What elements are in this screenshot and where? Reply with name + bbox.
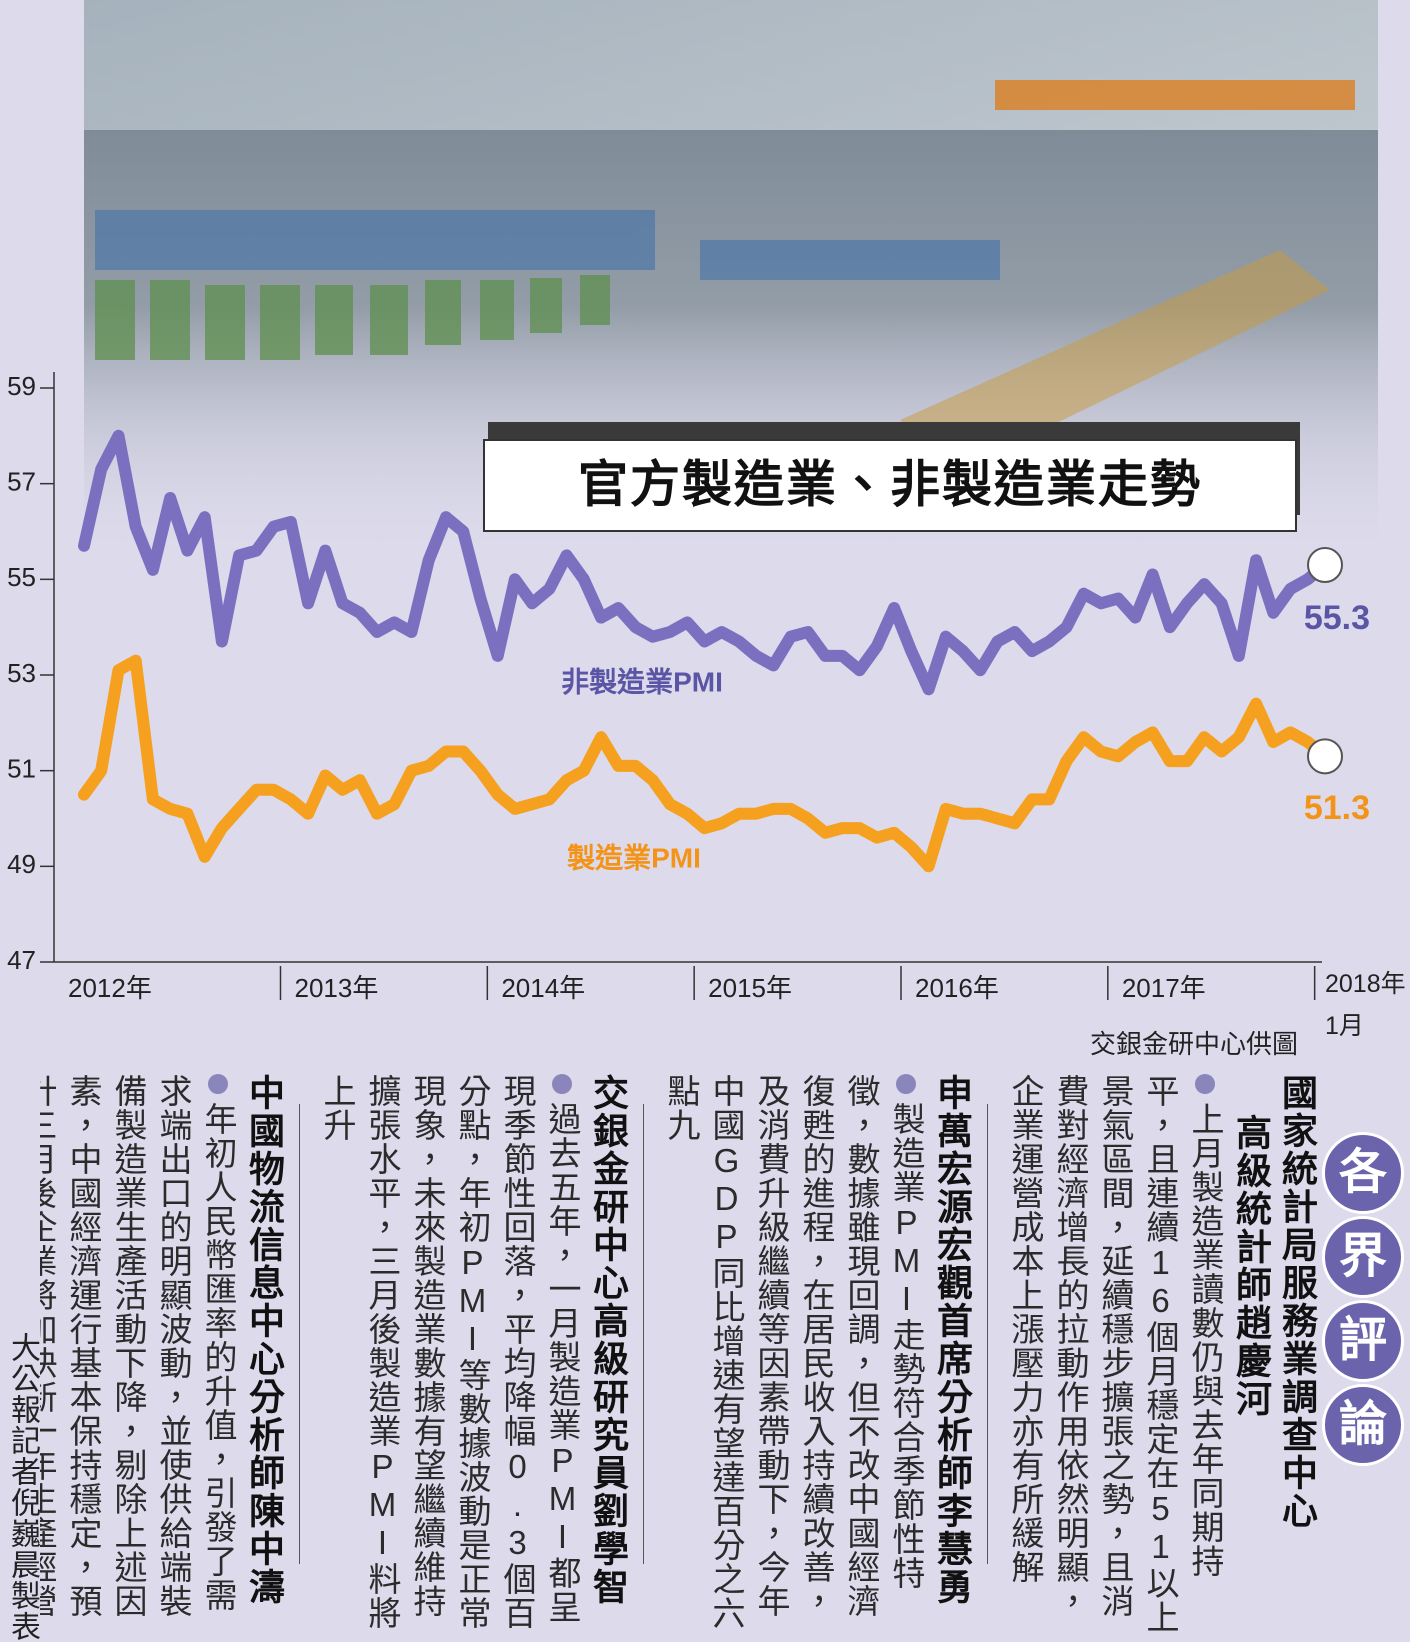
y-tick-label: 51 (7, 754, 36, 784)
comment-body: 上月製造業讀數仍與去年同期持平，且連續16個月穩定在51以上景氣區間，延續穩步擴… (1003, 1074, 1228, 1642)
y-tick-label: 47 (7, 945, 36, 975)
x-tick-label: 2012年 (68, 973, 152, 1000)
x-tick-label: 2018年1月 (1325, 970, 1406, 1040)
comment-heading: 高級統計師趙慶河 (1231, 1114, 1272, 1418)
end-value-label: 55.3 (1304, 599, 1370, 637)
x-tick-label: 2016年 (915, 973, 999, 1000)
y-tick-label: 49 (7, 849, 36, 879)
comment-heading: 申萬宏源宏觀首席分析師李慧勇 (932, 1074, 973, 1606)
chart: 官方製造業、非製造業走勢 47 49 51 53 55 57 59 2012年 2013年 201… (7, 0, 1378, 1000)
series-label: 製造業PMI (567, 842, 701, 873)
badge-char: 界 (1322, 1216, 1404, 1298)
end-point (1307, 738, 1343, 775)
y-tick-label: 57 (7, 467, 36, 497)
badge-char: 評 (1322, 1300, 1404, 1382)
title-box (483, 439, 1297, 532)
photo-background (84, 0, 1378, 560)
comment-heading: 中國物流信息中心分析師陳中濤 (244, 1074, 285, 1606)
chart-title: 官方製造業、非製造業走勢 (578, 456, 1202, 512)
y-tick-label: 59 (7, 371, 36, 401)
x-tick-label: 2013年 (294, 973, 378, 1000)
series-label: 非製造業PMI (561, 666, 723, 697)
badge-char: 論 (1322, 1384, 1404, 1466)
comment-section: 國家統計局服務業調查中心 高級統計師趙慶河 上月製造業讀數仍與去年同期持平，且連續1… (987, 1074, 1320, 1642)
x-tick-label: 2015年 (708, 973, 792, 1000)
comment-section: 交銀金研中心高級研究員劉學智 過去五年，一月製造業PMI都呈現季節性回落，平均降幅… (299, 1074, 631, 1642)
x-tick-label: 2017年 (1122, 973, 1206, 1000)
comment-body: 過去五年，一月製造業PMI都呈現季節性回落，平均降幅0.3個百分點，年初PMI等… (315, 1074, 585, 1642)
comment-section: 申萬宏源宏觀首席分析師李慧勇 製造業PMI走勢符合季節性特徵，數據雖現回調，但不改… (643, 1074, 975, 1642)
y-tick-label: 55 (7, 562, 36, 592)
comment-body: 製造業PMI走勢符合季節性特徵，數據雖現回調，但不改中國經濟復甦的進程，在居民收… (659, 1074, 929, 1642)
comment-body: 年初人民幣匯率的升值，引發了需求端出口的明顯波動，並使供給端裝備製造業生產活動下… (40, 1074, 241, 1642)
badge-char: 各 (1322, 1132, 1404, 1214)
series-line (78, 654, 1331, 873)
end-value-label: 51.3 (1304, 789, 1370, 827)
series-line (78, 429, 1331, 696)
comment-heading: 交銀金研中心高級研究員劉學智 (588, 1074, 629, 1606)
credit: 大公報記者倪巍晨製表 (6, 1332, 39, 1642)
end-point (1307, 546, 1343, 583)
comment-heading: 國家統計局服務業調查中心 (1277, 1074, 1318, 1530)
comment-section: 中國物流信息中心分析師陳中濤 年初人民幣匯率的升值，引發了需求端出口的明顯波動，並… (40, 1074, 287, 1642)
y-tick-label: 53 (7, 658, 36, 688)
x-tick-label: 2014年 (501, 973, 585, 1000)
comments: 國家統計局服務業調查中心 高級統計師趙慶河 上月製造業讀數仍與去年同期持平，且連續1… (40, 1074, 1320, 1642)
source-note: 交銀金研中心供圖 (1089, 1029, 1298, 1059)
